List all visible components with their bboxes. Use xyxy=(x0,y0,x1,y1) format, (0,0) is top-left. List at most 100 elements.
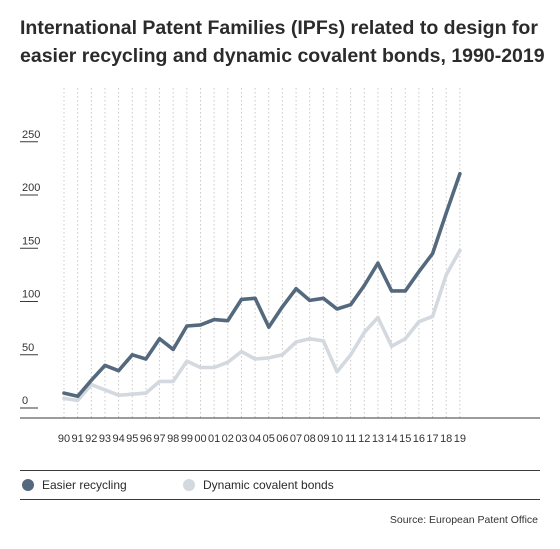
data-point xyxy=(185,324,188,327)
data-point xyxy=(349,353,352,356)
source-note: Source: European Patent Office xyxy=(390,514,538,526)
series-layer xyxy=(62,172,461,402)
data-point xyxy=(76,399,79,402)
data-point xyxy=(349,303,352,306)
legend: Easier recycling Dynamic covalent bonds xyxy=(20,470,540,500)
x-tick-label: 12 xyxy=(358,433,370,445)
data-point xyxy=(254,357,257,360)
data-point xyxy=(431,252,434,255)
legend-swatch-easier-recycling xyxy=(22,479,34,491)
x-tick-label: 04 xyxy=(249,433,261,445)
data-point xyxy=(308,337,311,340)
x-tick-label: 03 xyxy=(235,433,247,445)
x-tick-label: 09 xyxy=(317,433,329,445)
data-point xyxy=(90,379,93,382)
data-point xyxy=(158,337,161,340)
data-point xyxy=(144,357,147,360)
y-axis: 0 50 100 150 200 250 xyxy=(20,129,40,408)
x-tick-label: 92 xyxy=(85,433,97,445)
x-tick-label: 07 xyxy=(290,433,302,445)
y-tick-label: 250 xyxy=(22,129,40,141)
data-point xyxy=(103,364,106,367)
x-tick-label: 95 xyxy=(126,433,138,445)
legend-item-easier-recycling: Easier recycling xyxy=(22,478,127,492)
x-tick-label: 05 xyxy=(263,433,275,445)
x-tick-label: 10 xyxy=(331,433,343,445)
x-tick-label: 19 xyxy=(454,433,466,445)
x-tick-label: 94 xyxy=(112,433,124,445)
data-point xyxy=(131,353,134,356)
legend-label: Easier recycling xyxy=(42,478,127,492)
x-tick-label: 98 xyxy=(167,433,179,445)
x-tick-label: 15 xyxy=(399,433,411,445)
data-point xyxy=(103,388,106,391)
data-point xyxy=(240,350,243,353)
series-dynamic-covalent-bonds xyxy=(62,249,461,402)
data-point xyxy=(417,320,420,323)
data-point xyxy=(131,393,134,396)
data-point xyxy=(158,380,161,383)
data-point xyxy=(117,369,120,372)
x-tick-label: 99 xyxy=(181,433,193,445)
series-easier-recycling xyxy=(62,172,461,398)
data-point xyxy=(294,340,297,343)
data-point xyxy=(185,360,188,363)
data-point xyxy=(281,353,284,356)
data-point xyxy=(335,370,338,373)
data-point xyxy=(213,366,216,369)
x-axis: 9091929394959697989900010203040506070809… xyxy=(20,418,540,445)
data-point xyxy=(431,315,434,318)
data-point xyxy=(254,297,257,300)
data-point xyxy=(322,339,325,342)
data-point xyxy=(363,331,366,334)
x-tick-label: 16 xyxy=(413,433,425,445)
x-tick-label: 11 xyxy=(345,433,356,445)
x-tick-label: 08 xyxy=(304,433,316,445)
data-point xyxy=(445,273,448,276)
data-point xyxy=(363,284,366,287)
x-tick-label: 93 xyxy=(99,433,111,445)
line-chart: 050100150200250 909192939495969798990001… xyxy=(0,0,560,460)
data-point xyxy=(267,356,270,359)
data-point xyxy=(335,307,338,310)
data-point xyxy=(76,395,79,398)
x-tick-label: 02 xyxy=(222,433,234,445)
data-point xyxy=(199,323,202,326)
data-point xyxy=(62,397,65,400)
data-point xyxy=(294,287,297,290)
legend-item-dynamic-covalent-bonds: Dynamic covalent bonds xyxy=(183,478,334,492)
x-tick-label: 91 xyxy=(72,433,84,445)
x-tick-label: 14 xyxy=(385,433,397,445)
grid-lines xyxy=(64,88,460,418)
data-point xyxy=(390,289,393,292)
x-tick-label: 17 xyxy=(426,433,438,445)
data-point xyxy=(117,394,120,397)
y-tick-label: 50 xyxy=(22,342,34,354)
y-tick-label: 0 xyxy=(22,395,28,407)
series-line xyxy=(64,250,460,400)
data-point xyxy=(226,319,229,322)
x-tick-label: 90 xyxy=(58,433,70,445)
series-line xyxy=(64,174,460,397)
data-point xyxy=(404,337,407,340)
data-point xyxy=(226,361,229,364)
x-tick-label: 00 xyxy=(194,433,206,445)
y-tick-label: 200 xyxy=(22,182,40,194)
x-tick-label: 06 xyxy=(276,433,288,445)
legend-swatch-dynamic-covalent-bonds xyxy=(183,479,195,491)
x-tick-label: 96 xyxy=(140,433,152,445)
data-point xyxy=(376,316,379,319)
x-tick-label: 01 xyxy=(208,433,220,445)
data-point xyxy=(213,318,216,321)
data-point xyxy=(322,297,325,300)
data-point xyxy=(240,298,243,301)
data-point xyxy=(144,391,147,394)
data-point xyxy=(281,305,284,308)
data-point xyxy=(172,348,175,351)
data-point xyxy=(390,345,393,348)
data-point xyxy=(199,366,202,369)
y-tick-label: 100 xyxy=(22,289,40,301)
y-tick-label: 150 xyxy=(22,235,40,247)
x-tick-label: 18 xyxy=(440,433,452,445)
data-point xyxy=(417,270,420,273)
